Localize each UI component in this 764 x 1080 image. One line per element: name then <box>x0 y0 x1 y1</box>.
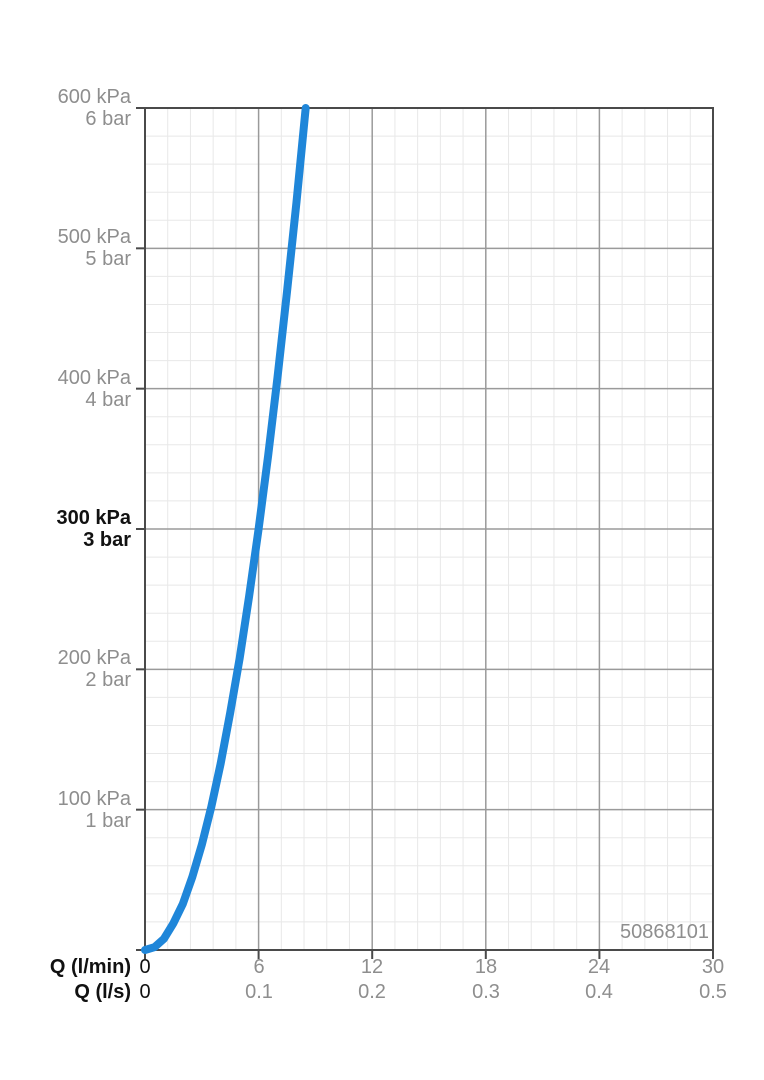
x-tick-ls: 0.3 <box>472 981 500 1003</box>
x-tick-ls: 0.2 <box>358 981 386 1003</box>
y-axis-label-200: 200 kPa 2 bar <box>20 647 131 691</box>
y-axis-label-kpa: 500 kPa <box>57 226 131 248</box>
y-axis-label-bar: 1 bar <box>85 810 131 832</box>
y-axis-label-100: 100 kPa 1 bar <box>20 788 131 832</box>
y-axis-label-600: 600 kPa 6 bar <box>20 86 131 130</box>
y-axis-label-kpa: 600 kPa <box>57 86 131 108</box>
x-tick-ls: 0.4 <box>585 981 613 1003</box>
x-tick-lmin: 24 <box>587 956 611 978</box>
x-tick-lmin: 6 <box>253 956 265 978</box>
x-tick-ls: 0.5 <box>699 981 727 1003</box>
y-axis-label-kpa: 400 kPa <box>57 367 131 389</box>
y-axis-label-300: 300 kPa 3 bar <box>20 507 131 551</box>
x-axis-title-lmin: Q (l/min) <box>49 956 131 978</box>
y-axis-label-kpa: 100 kPa <box>57 788 131 810</box>
y-axis-label-500: 500 kPa 5 bar <box>20 226 131 270</box>
pressure-drop-curve <box>141 104 310 954</box>
y-axis-label-kpa: 300 kPa <box>56 507 131 529</box>
x-tick-lmin: 12 <box>360 956 384 978</box>
x-tick-ls: 0 <box>139 981 151 1003</box>
x-axis-title-ls: Q (l/s) <box>74 981 131 1003</box>
y-axis-label-bar: 4 bar <box>85 389 131 411</box>
plot-border <box>144 107 714 951</box>
y-axis-label-bar: 2 bar <box>85 669 131 691</box>
x-tick-lmin: 30 <box>701 956 725 978</box>
y-axis-label-400: 400 kPa 4 bar <box>20 367 131 411</box>
x-tick-lmin: 18 <box>474 956 498 978</box>
x-tick-ls: 0.1 <box>245 981 273 1003</box>
y-axis-label-bar: 5 bar <box>85 248 131 270</box>
y-axis-label-bar: 6 bar <box>85 108 131 130</box>
y-axis-label-kpa: 200 kPa <box>57 647 131 669</box>
y-axis-label-bar: 3 bar <box>83 529 131 551</box>
product-number: 50868101 <box>620 921 709 943</box>
x-tick-lmin: 0 <box>139 956 151 978</box>
